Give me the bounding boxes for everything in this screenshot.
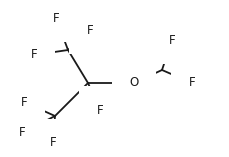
Text: O: O <box>129 76 138 89</box>
Text: F: F <box>86 24 93 36</box>
Text: F: F <box>19 127 25 140</box>
Text: F: F <box>30 49 37 62</box>
Text: F: F <box>168 33 174 46</box>
Text: F: F <box>52 11 59 24</box>
Text: F: F <box>49 136 56 149</box>
Text: F: F <box>96 103 103 116</box>
Text: F: F <box>21 95 27 108</box>
Text: F: F <box>188 76 194 89</box>
